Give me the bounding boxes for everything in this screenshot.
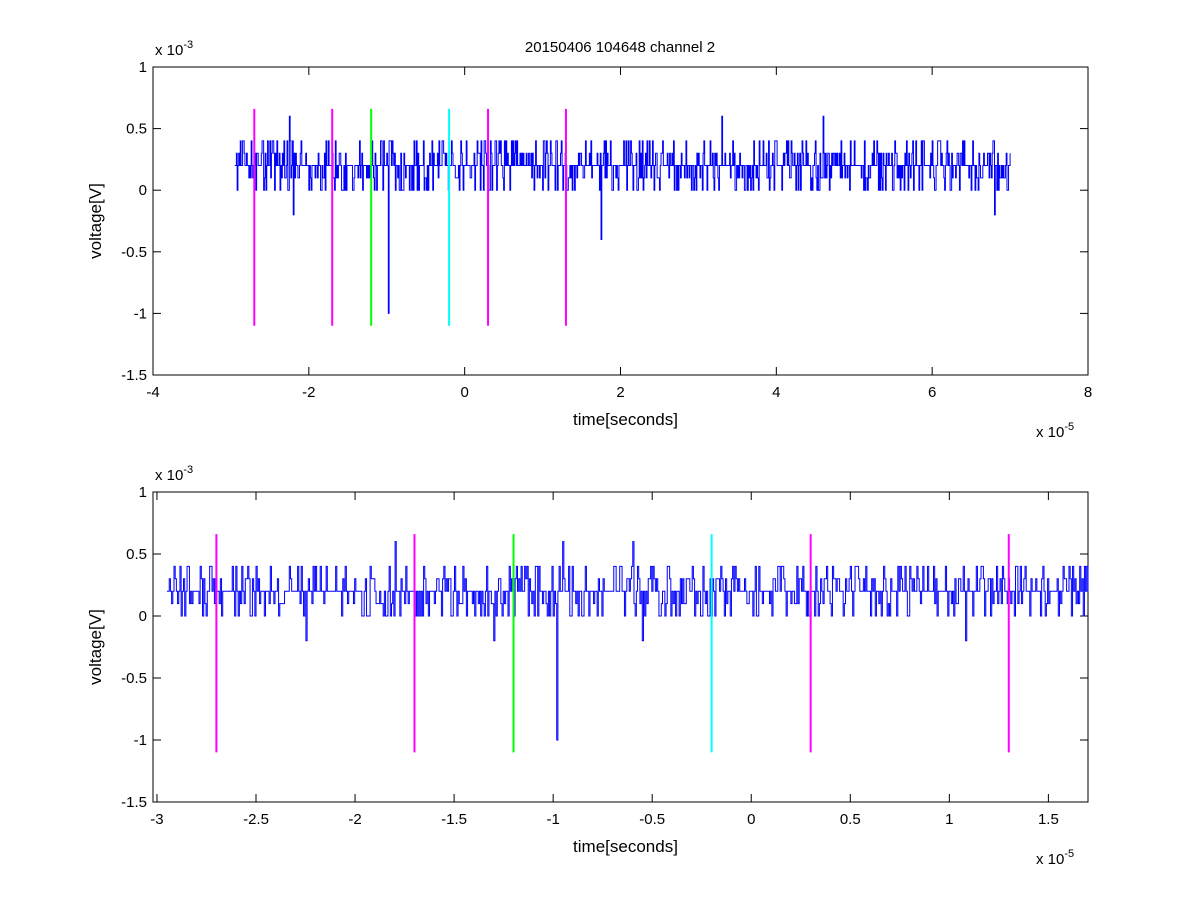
x-tick-label: 6 bbox=[928, 384, 936, 401]
y-exponent-label: x 10-3 bbox=[155, 464, 193, 484]
x-tick-label: -1 bbox=[546, 811, 559, 828]
y-tick-label: 1 bbox=[139, 59, 147, 76]
y-tick-label: -1 bbox=[134, 732, 147, 749]
x-axis-label: time[seconds] bbox=[573, 410, 678, 429]
y-tick-label: 0 bbox=[139, 608, 147, 625]
x-tick-label: 0 bbox=[747, 811, 755, 828]
y-tick-label: 0 bbox=[139, 182, 147, 199]
x-tick-label: 0 bbox=[460, 384, 468, 401]
y-tick-label: 0.5 bbox=[126, 121, 147, 138]
y-exponent-label: x 10-3 bbox=[155, 39, 193, 59]
y-tick-label: -1.5 bbox=[121, 367, 147, 384]
y-axis-label: voltage[V] bbox=[86, 183, 105, 259]
chart-title: 20150406 104648 channel 2 bbox=[525, 39, 715, 56]
x-tick-label: -0.5 bbox=[639, 811, 665, 828]
signal-trace bbox=[234, 115, 1011, 314]
x-exponent-label: x 10-5 bbox=[1036, 421, 1074, 441]
x-tick-label: 8 bbox=[1084, 384, 1092, 401]
y-tick-label: -1.5 bbox=[121, 794, 147, 811]
x-axis-label: time[seconds] bbox=[573, 837, 678, 856]
x-tick-label: 1 bbox=[945, 811, 953, 828]
bottom-plot: -3 -2.5 -2 -1.5 -1 -0.5 0 0.5 1 1.5 -1.5 -1 -0.5 0 0.5… bbox=[86, 464, 1089, 868]
x-tick-label: 1.5 bbox=[1038, 811, 1059, 828]
x-tick-label: 0.5 bbox=[840, 811, 861, 828]
x-tick-label: -2 bbox=[348, 811, 361, 828]
x-tick-label: 2 bbox=[616, 384, 624, 401]
y-tick-label: -0.5 bbox=[121, 244, 147, 261]
y-tick-label: -0.5 bbox=[121, 670, 147, 687]
x-tick-label: 4 bbox=[772, 384, 780, 401]
top-plot: -4 -2 0 2 4 6 8 -1.5 -1 -0.5 0 0.5 1 time[seconds] vol… bbox=[86, 39, 1092, 441]
axes-box bbox=[152, 66, 1089, 376]
signal-trace bbox=[166, 541, 1089, 741]
x-tick-label: -2 bbox=[302, 384, 315, 401]
y-axis-label: voltage[V] bbox=[86, 609, 105, 685]
y-tick-label: 1 bbox=[139, 484, 147, 501]
axes-box bbox=[152, 491, 1089, 803]
x-exponent-label: x 10-5 bbox=[1036, 848, 1074, 868]
x-tick-label: -4 bbox=[146, 384, 159, 401]
y-tick-label: -1 bbox=[134, 305, 147, 322]
x-tick-label: -1.5 bbox=[441, 811, 467, 828]
y-tick-label: 0.5 bbox=[126, 546, 147, 563]
x-tick-label: -3 bbox=[150, 811, 163, 828]
x-tick-label: -2.5 bbox=[243, 811, 269, 828]
